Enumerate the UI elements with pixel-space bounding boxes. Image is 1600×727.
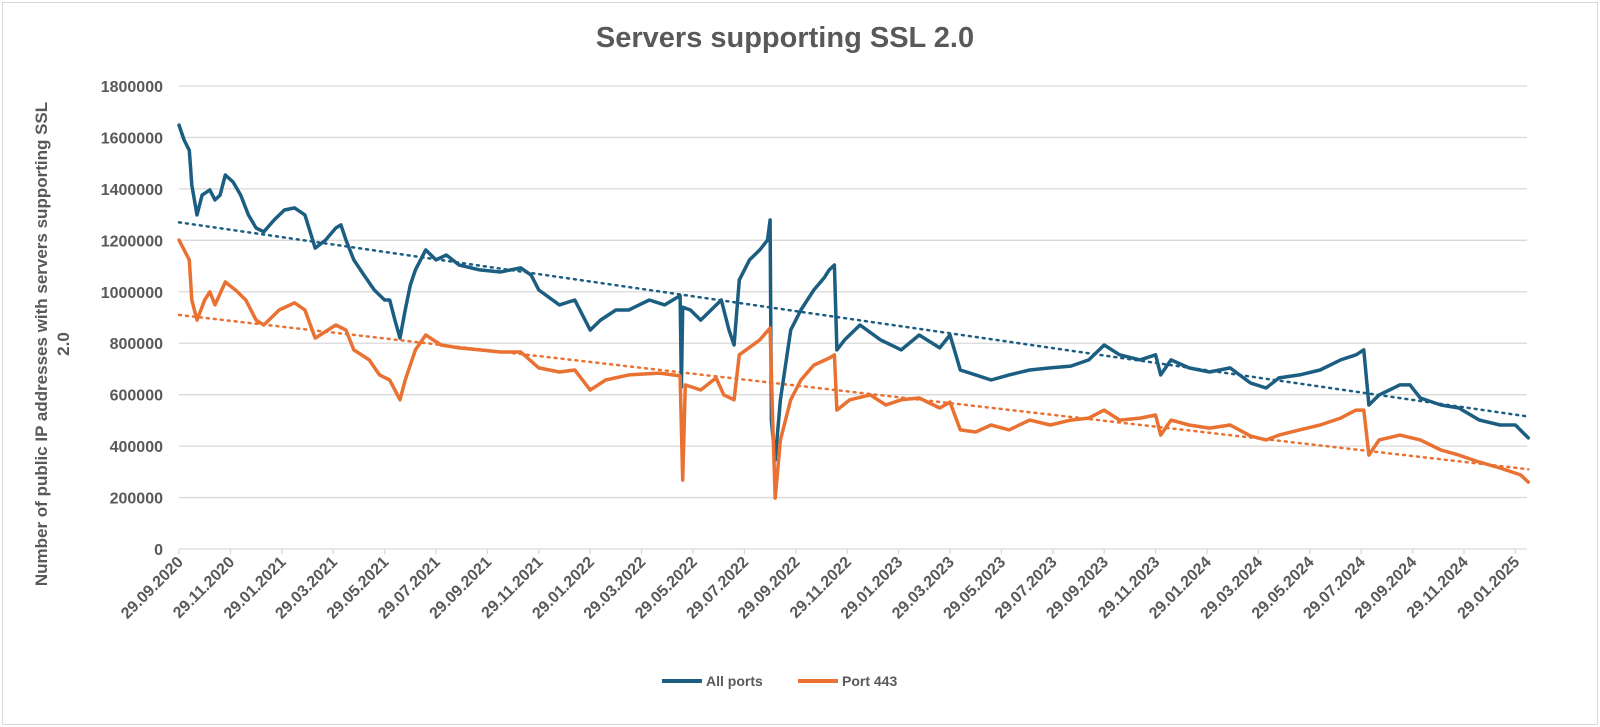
y-axis-ticks: 0 200000 400000 600000 800000 1000000 1200000 1… [101, 79, 163, 559]
x-axis-ticks: 29.09.202029.11.202029.01.202129.03.2021… [118, 549, 1523, 622]
y-tick-label: 400000 [110, 439, 163, 456]
legend-label-all-ports: All ports [706, 673, 763, 689]
y-tick-label: 600000 [110, 388, 163, 405]
chart-title: Servers supporting SSL 2.0 [596, 22, 974, 54]
y-tick-label: 1600000 [101, 130, 163, 147]
y-tick-label: 200000 [110, 491, 163, 508]
legend: All ports Port 443 [662, 673, 897, 689]
legend-label-port-443: Port 443 [842, 673, 897, 689]
y-axis-label-line2: 2.0 [54, 332, 73, 356]
series-group [177, 123, 1531, 500]
gridlines [179, 85, 1527, 550]
y-tick-label: 1800000 [101, 79, 163, 96]
y-axis-label-line1: Number of public IP addresses with serve… [32, 102, 51, 586]
series-line-all-ports [177, 123, 1531, 462]
trendline-all-ports [177, 221, 1530, 418]
y-tick-label: 1200000 [101, 233, 163, 250]
y-tick-label: 1400000 [101, 182, 163, 199]
series-line-port-443 [177, 238, 1531, 500]
legend-item-all-ports[interactable]: All ports [662, 673, 763, 689]
y-tick-label: 0 [154, 542, 163, 559]
y-tick-label: 800000 [110, 336, 163, 353]
y-tick-label: 1000000 [101, 285, 163, 302]
trendline-port-443 [177, 313, 1530, 471]
legend-item-port-443[interactable]: Port 443 [798, 673, 897, 689]
y-axis-label: Number of public IP addresses with serve… [32, 102, 73, 586]
